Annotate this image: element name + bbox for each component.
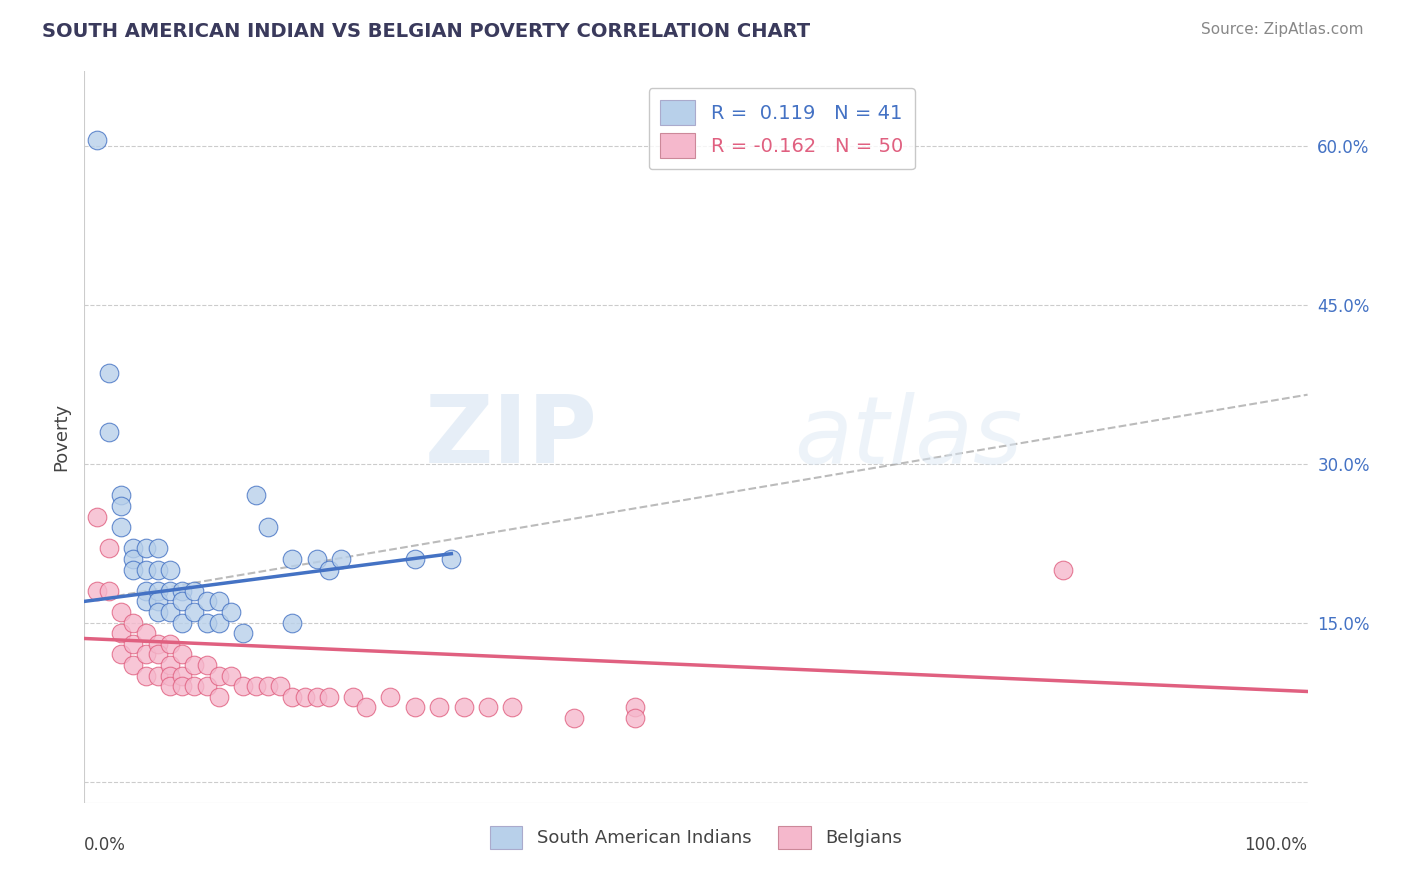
Point (97, 367, 120, 381)
Point (172, 668, 194, 682)
Point (135, 648, 157, 662)
Point (146, 563, 169, 577)
Point (135, 594, 157, 608)
Point (172, 594, 194, 608)
Point (110, 499, 132, 513)
Point (562, 711, 585, 725)
Point (159, 679, 181, 693)
Point (380, 690, 402, 704)
Point (502, 700, 524, 714)
Point (146, 648, 169, 662)
Point (219, 605, 242, 619)
Point (269, 679, 291, 693)
Point (135, 583, 157, 598)
Point (135, 668, 157, 682)
Point (183, 679, 205, 693)
Point (257, 520, 280, 534)
Point (624, 711, 647, 725)
Point (183, 658, 205, 673)
Point (208, 690, 231, 704)
Point (354, 700, 377, 714)
Point (195, 679, 218, 693)
Point (195, 594, 218, 608)
Point (146, 605, 169, 619)
Point (122, 563, 145, 577)
Point (122, 658, 145, 673)
Point (318, 563, 340, 577)
Point (245, 679, 267, 693)
Point (172, 615, 194, 630)
Point (159, 668, 181, 682)
Point (172, 679, 194, 693)
Point (232, 679, 254, 693)
Point (624, 700, 647, 714)
Point (318, 690, 340, 704)
Point (183, 605, 205, 619)
Point (1052, 563, 1074, 577)
Point (208, 668, 231, 682)
Text: Source: ZipAtlas.com: Source: ZipAtlas.com (1201, 22, 1364, 37)
Point (404, 552, 426, 566)
Point (477, 700, 499, 714)
Point (86, 133, 108, 147)
Point (110, 626, 132, 640)
Point (404, 700, 426, 714)
Point (146, 583, 169, 598)
Point (86, 583, 108, 598)
Point (440, 552, 463, 566)
Point (146, 541, 169, 556)
Point (86, 509, 108, 524)
Point (453, 700, 475, 714)
Text: SOUTH AMERICAN INDIAN VS BELGIAN POVERTY CORRELATION CHART: SOUTH AMERICAN INDIAN VS BELGIAN POVERTY… (42, 22, 810, 41)
Point (281, 615, 304, 630)
Text: atlas: atlas (794, 392, 1022, 483)
Point (110, 648, 132, 662)
Point (342, 690, 364, 704)
Text: 100.0%: 100.0% (1244, 836, 1308, 854)
Point (427, 700, 450, 714)
Point (172, 583, 194, 598)
Y-axis label: Poverty: Poverty (52, 403, 70, 471)
Text: 0.0%: 0.0% (84, 836, 127, 854)
Point (135, 626, 157, 640)
Point (183, 583, 205, 598)
Point (208, 594, 231, 608)
Point (281, 690, 304, 704)
Point (330, 552, 353, 566)
Legend: South American Indians, Belgians: South American Indians, Belgians (482, 818, 910, 856)
Point (195, 658, 218, 673)
Point (146, 668, 169, 682)
Point (172, 648, 194, 662)
Point (245, 488, 267, 502)
Point (257, 679, 280, 693)
Point (305, 690, 328, 704)
Point (208, 615, 231, 630)
Point (146, 594, 169, 608)
Point (110, 488, 132, 502)
Point (159, 583, 181, 598)
Point (122, 552, 145, 566)
Point (159, 637, 181, 651)
Point (110, 520, 132, 534)
Point (97, 541, 120, 556)
Point (281, 552, 304, 566)
Point (135, 563, 157, 577)
Point (219, 668, 242, 682)
Point (122, 637, 145, 651)
Point (159, 563, 181, 577)
Point (232, 626, 254, 640)
Point (294, 690, 316, 704)
Point (110, 605, 132, 619)
Point (159, 605, 181, 619)
Point (195, 615, 218, 630)
Point (305, 552, 328, 566)
Point (122, 541, 145, 556)
Text: ZIP: ZIP (425, 391, 598, 483)
Point (122, 615, 145, 630)
Point (135, 541, 157, 556)
Point (97, 583, 120, 598)
Point (146, 637, 169, 651)
Point (159, 658, 181, 673)
Point (97, 425, 120, 439)
